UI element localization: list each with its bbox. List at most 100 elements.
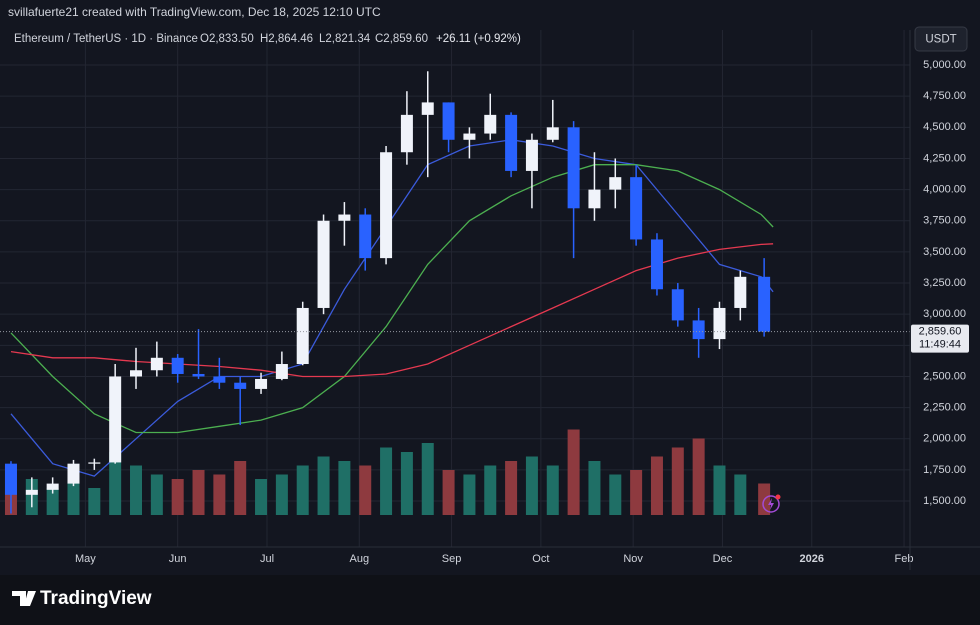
volume-bar [713, 465, 726, 515]
candle-body [4, 463, 17, 495]
candle-body [567, 127, 580, 209]
volume-bar [359, 465, 372, 515]
candle-body [713, 307, 726, 340]
candle-body [25, 489, 38, 495]
candle-body [463, 133, 476, 140]
volume-bar [463, 474, 476, 515]
volume-bar [338, 461, 351, 515]
volume-bar [442, 470, 455, 515]
open-price: O2,833.50 [200, 33, 254, 45]
volume-bar [46, 488, 59, 515]
volume-bar [130, 465, 143, 515]
volume-bar [317, 456, 330, 515]
volume-bar [234, 461, 247, 515]
candle-body [421, 102, 434, 115]
footer [0, 575, 980, 625]
x-tick-label: Sep [442, 553, 462, 565]
candle-body [275, 364, 288, 379]
moving-average [10, 243, 774, 378]
volume-bar [671, 447, 684, 515]
y-tick-label: 1,500.00 [923, 495, 966, 507]
price-change: +26.11 (+0.92%) [436, 33, 521, 45]
volume-bar [505, 461, 518, 515]
x-tick-label: Oct [532, 553, 549, 565]
candle-body [650, 239, 663, 290]
candle-body [338, 214, 351, 221]
logo-text: TradingView [40, 588, 152, 609]
candle-body [359, 214, 372, 259]
candle-body [88, 462, 101, 464]
y-tick-label: 3,000.00 [923, 308, 966, 320]
candle-body [192, 373, 205, 377]
y-tick-label: 1,750.00 [923, 464, 966, 476]
author-note: svillafuerte21 created with TradingView.… [8, 5, 381, 19]
volume-bar [609, 474, 622, 515]
x-tick-label: May [75, 553, 96, 565]
alert-icon-bolt [768, 498, 774, 510]
candle-body [46, 483, 59, 490]
volume-bar [88, 488, 101, 515]
volume-bar [567, 429, 580, 515]
candle-body [255, 378, 268, 389]
y-tick-label: 5,000.00 [923, 59, 966, 71]
candle-body [505, 114, 518, 171]
volume-bar [67, 483, 80, 515]
candle-body [630, 177, 643, 240]
alert-dot [775, 494, 781, 500]
candle-body [588, 189, 601, 209]
candle-body [671, 289, 684, 321]
candle-body [400, 114, 413, 153]
candle-body [130, 370, 143, 377]
moving-average [10, 164, 774, 434]
x-tick-label: Feb [895, 553, 914, 565]
volume-bar [171, 479, 184, 515]
candle-body [546, 127, 559, 140]
volume-bar [734, 474, 747, 515]
x-tick-label: Aug [349, 553, 369, 565]
volume-bar [421, 443, 434, 515]
volume-bar [213, 474, 226, 515]
volume-bar [109, 452, 122, 515]
countdown: 11:49:44 [919, 339, 961, 351]
volume-bar [255, 479, 268, 515]
y-tick-label: 3,250.00 [923, 277, 966, 289]
volume-bar [546, 465, 559, 515]
alert-icon[interactable] [762, 495, 780, 513]
volume-bar [588, 461, 601, 515]
currency-button[interactable] [914, 26, 968, 52]
close-price: C2,859.60 [375, 33, 428, 45]
high-price: H2,864.46 [260, 33, 313, 45]
volume-bar [692, 438, 705, 515]
candle-body [213, 376, 226, 383]
candle-body [442, 102, 455, 140]
y-tick-label: 4,250.00 [923, 152, 966, 164]
volume-bar [150, 474, 163, 515]
volume-bar [650, 456, 663, 515]
candle-body [67, 463, 80, 484]
volume-bar [525, 456, 538, 515]
candle-body [109, 376, 122, 463]
candle-body [692, 320, 705, 340]
volume-bar [275, 474, 288, 515]
candle-body [234, 382, 247, 389]
y-tick-label: 2,500.00 [923, 370, 966, 382]
y-tick-label: 2,250.00 [923, 402, 966, 414]
y-tick-label: 4,500.00 [923, 121, 966, 133]
y-tick-label: 3,750.00 [923, 215, 966, 227]
volume-bar [192, 470, 205, 515]
volume-bar [380, 447, 393, 515]
candle-body [609, 177, 622, 190]
x-tick-label: Nov [623, 553, 643, 565]
last-price-box [911, 324, 969, 353]
x-tick-label: Dec [713, 553, 733, 565]
symbol: Ethereum / TetherUS · 1D · Binance [14, 33, 198, 45]
currency-label: USDT [925, 34, 956, 46]
last-price-label: 2,859.60 [919, 326, 962, 338]
volume-bar [400, 452, 413, 515]
candle-body [150, 357, 163, 371]
volume-bar [484, 465, 497, 515]
logo-mark [12, 591, 36, 606]
low-price: L2,821.34 [319, 33, 371, 45]
candle-body [758, 276, 771, 332]
